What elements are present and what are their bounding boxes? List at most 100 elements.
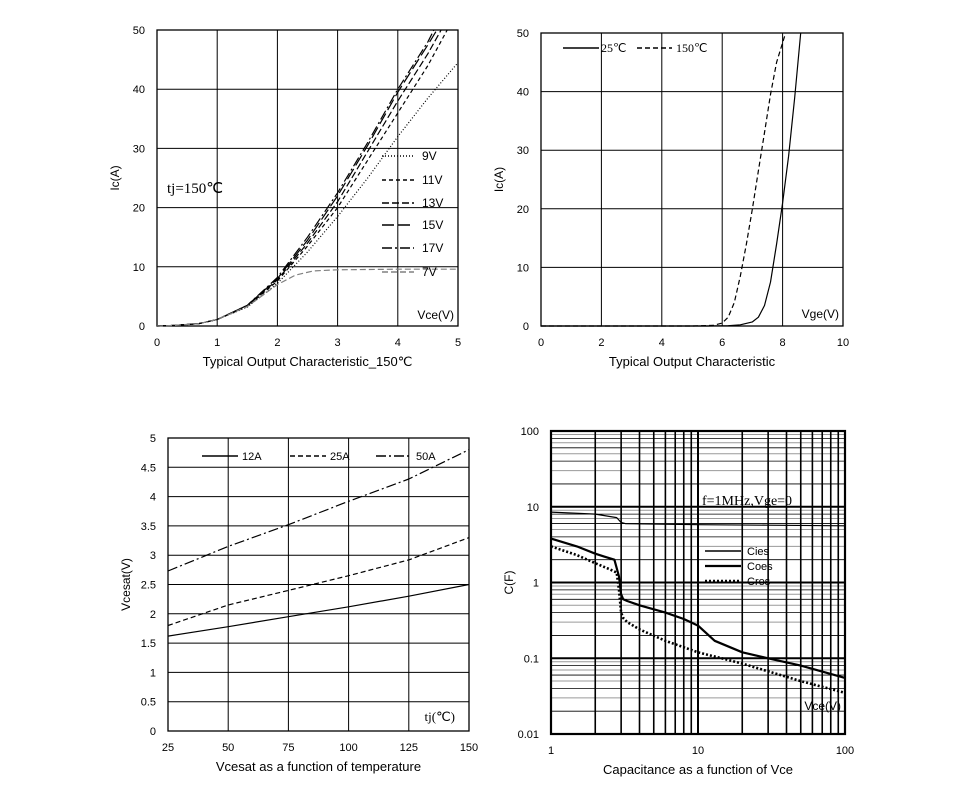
series-line-Cies xyxy=(550,511,846,527)
y-tick-label: 1 xyxy=(150,667,156,679)
series-line-Coes xyxy=(550,537,846,679)
x-tick-label: 1 xyxy=(214,337,220,349)
chart-3: 25 50 75 100 125 150 0 0.5 1 1.5 2 2.5 3 3.5 4 4.5 5 Vces… xyxy=(119,433,478,774)
x-tick-label: 3 xyxy=(335,337,341,349)
x-tick-label: 100 xyxy=(836,745,854,757)
series-group xyxy=(156,29,459,327)
chart-title: Vcesat as a function of temperature xyxy=(216,759,421,774)
y-axis-label: Vcesat(V) xyxy=(119,558,133,611)
series-line-50A xyxy=(167,449,470,572)
y-axis-label: Ic(A) xyxy=(108,165,122,190)
x-tick-label: 4 xyxy=(395,337,401,349)
legend-label: 17V xyxy=(422,241,443,255)
legend-label: 50A xyxy=(416,451,436,463)
legend-label: 9V xyxy=(422,149,437,163)
series-group xyxy=(167,449,470,637)
series-group xyxy=(541,32,802,327)
x-tick-label: 25 xyxy=(162,742,174,754)
y-tick-label: 10 xyxy=(527,502,539,514)
series-line-25℃ xyxy=(541,32,802,327)
y-tick-label: 0 xyxy=(150,726,156,738)
x-tick-label: 10 xyxy=(692,745,704,757)
series-line-12A xyxy=(167,583,470,637)
x-tick-label: 6 xyxy=(719,337,725,349)
y-axis-label: Ic(A) xyxy=(492,167,506,192)
y-tick-label: 100 xyxy=(521,426,539,438)
y-tick-label: 0.01 xyxy=(518,729,539,741)
y-tick-label: 3.5 xyxy=(141,521,156,533)
legend-label: 15V xyxy=(422,218,443,232)
x-tick-label: 5 xyxy=(455,337,461,349)
y-tick-label: 2 xyxy=(150,609,156,621)
series-line-17V xyxy=(156,29,435,327)
plot-frame xyxy=(540,32,844,327)
x-tick-label: 150 xyxy=(460,742,478,754)
x-axis-tag: Vce(V) xyxy=(804,699,841,713)
x-tick-label: 10 xyxy=(837,337,849,349)
x-tick-label: 75 xyxy=(282,742,294,754)
series-line-150℃ xyxy=(541,32,787,327)
y-tick-label: 30 xyxy=(133,143,145,155)
chart-title: Typical Output Characteristic_150℃ xyxy=(203,354,413,369)
major-grid xyxy=(156,29,459,327)
y-tick-label: 10 xyxy=(517,262,529,274)
x-axis-tag: Vce(V) xyxy=(417,308,454,322)
y-tick-label: 20 xyxy=(133,203,145,215)
y-tick-label: 0.5 xyxy=(141,697,156,709)
chart-4: 1 10 100 0.01 0.1 1 10 100 C(F) Capacitance as a … xyxy=(502,426,854,777)
legend-label: 11V xyxy=(422,173,442,187)
y-tick-label: 0 xyxy=(139,321,145,333)
x-axis-tag: tj(℃) xyxy=(425,709,455,724)
legend-label: 7V xyxy=(422,265,437,279)
legend-label: Cres xyxy=(747,576,771,588)
legend: 12A 25A 50A xyxy=(202,451,436,463)
y-tick-label: 50 xyxy=(133,25,145,37)
y-tick-label: 40 xyxy=(517,87,529,99)
legend-label: 150℃ xyxy=(676,41,707,55)
x-tick-label: 100 xyxy=(339,742,357,754)
series-line-9V xyxy=(156,62,459,327)
legend-label: Coes xyxy=(747,561,773,573)
y-tick-label: 4.5 xyxy=(141,462,156,474)
y-tick-label: 4 xyxy=(150,492,156,504)
y-tick-label: 20 xyxy=(517,204,529,216)
x-tick-label: 2 xyxy=(274,337,280,349)
x-tick-label: 125 xyxy=(400,742,418,754)
legend-label: 13V xyxy=(422,196,443,210)
x-tick-label: 1 xyxy=(548,745,554,757)
x-tick-label: 0 xyxy=(154,337,160,349)
series-line-13V xyxy=(156,29,442,327)
legend: Cies Coes Cres xyxy=(705,546,773,588)
y-tick-label: 5 xyxy=(150,433,156,445)
major-grid xyxy=(540,32,844,327)
series-line-11V xyxy=(156,29,448,327)
series-line-25A xyxy=(167,537,470,627)
condition-annotation: f=1MHz,Vge=0 xyxy=(702,494,792,509)
y-tick-label: 0 xyxy=(523,321,529,333)
legend: 9V 11V 13V 15V 17V 7V xyxy=(382,149,443,279)
chart-2: 0 2 4 6 8 10 0 10 20 30 40 50 Ic(A) Typical Output Ch… xyxy=(492,28,849,369)
y-tick-label: 2.5 xyxy=(141,580,156,592)
major-grid xyxy=(167,437,470,732)
y-tick-label: 50 xyxy=(517,28,529,40)
legend-label: Cies xyxy=(747,546,770,558)
x-tick-label: 2 xyxy=(598,337,604,349)
x-tick-label: 50 xyxy=(222,742,234,754)
x-tick-label: 0 xyxy=(538,337,544,349)
series-group xyxy=(550,511,846,695)
y-tick-label: 10 xyxy=(133,262,145,274)
series-line-Cres xyxy=(550,545,846,695)
y-tick-label: 0.1 xyxy=(524,653,539,665)
x-tick-label: 8 xyxy=(780,337,786,349)
series-line-15V xyxy=(156,29,438,327)
legend: 25℃ 150℃ xyxy=(563,41,707,55)
y-tick-label: 3 xyxy=(150,550,156,562)
y-tick-label: 1.5 xyxy=(141,638,156,650)
y-axis-label: C(F) xyxy=(502,571,516,595)
condition-annotation: tj=150℃ xyxy=(167,181,223,197)
y-tick-label: 1 xyxy=(533,578,539,590)
plot-frame xyxy=(549,429,847,736)
legend-label: 25A xyxy=(330,451,350,463)
